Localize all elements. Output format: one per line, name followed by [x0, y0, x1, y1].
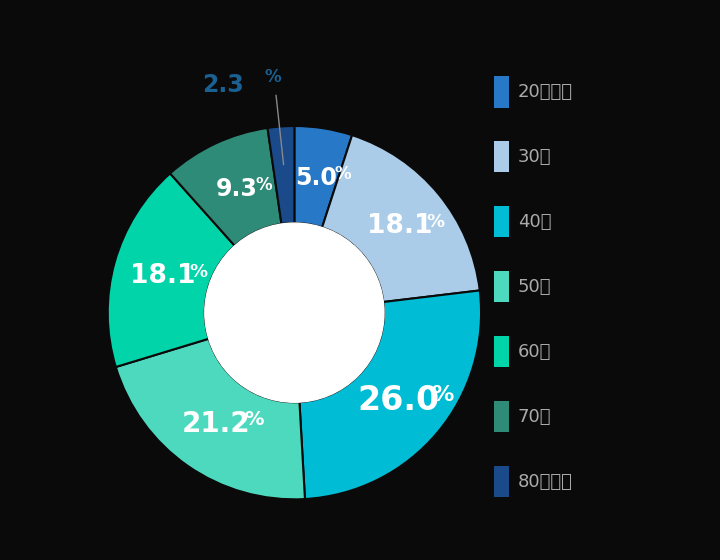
FancyBboxPatch shape: [494, 336, 509, 367]
Wedge shape: [294, 126, 352, 227]
FancyBboxPatch shape: [494, 206, 509, 237]
Text: 21.2: 21.2: [182, 410, 251, 438]
Text: 80代以上: 80代以上: [518, 473, 572, 491]
Wedge shape: [268, 126, 294, 224]
FancyBboxPatch shape: [494, 76, 509, 108]
Circle shape: [204, 223, 384, 402]
Text: 40代: 40代: [518, 213, 552, 231]
Text: 2.3: 2.3: [202, 73, 244, 97]
Text: %: %: [256, 176, 272, 194]
Text: 9.3: 9.3: [216, 177, 258, 201]
Text: %: %: [189, 263, 208, 281]
FancyBboxPatch shape: [494, 141, 509, 172]
Text: %: %: [426, 213, 444, 231]
Wedge shape: [300, 291, 481, 499]
Text: 50代: 50代: [518, 278, 552, 296]
Text: %: %: [264, 68, 281, 86]
Text: 26.0: 26.0: [358, 384, 440, 417]
Text: 60代: 60代: [518, 343, 551, 361]
Wedge shape: [322, 135, 480, 302]
Text: 5.0: 5.0: [294, 166, 337, 190]
Wedge shape: [170, 128, 282, 246]
Text: 18.1: 18.1: [130, 263, 196, 289]
Wedge shape: [116, 339, 305, 500]
Text: 18.1: 18.1: [367, 213, 433, 239]
Wedge shape: [108, 174, 235, 367]
FancyBboxPatch shape: [494, 271, 509, 302]
Text: %: %: [431, 385, 454, 405]
Text: 70代: 70代: [518, 408, 552, 426]
Text: 20代以下: 20代以下: [518, 83, 572, 101]
Text: %: %: [244, 410, 264, 430]
Text: %: %: [335, 165, 351, 183]
FancyBboxPatch shape: [494, 466, 509, 497]
Text: 30代: 30代: [518, 148, 552, 166]
FancyBboxPatch shape: [494, 401, 509, 432]
